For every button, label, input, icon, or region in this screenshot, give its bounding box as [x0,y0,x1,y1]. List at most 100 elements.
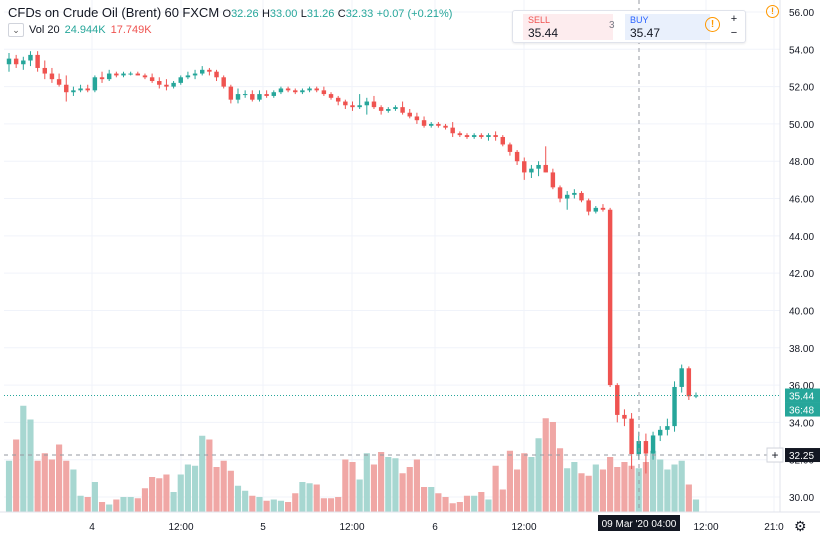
buy-button[interactable]: BUY 35.47 [625,14,710,40]
candle[interactable] [228,86,234,100]
candle[interactable] [278,88,284,93]
add-alert-plus-icon[interactable]: + [771,448,778,462]
candle[interactable] [114,73,119,76]
candle[interactable] [536,164,541,169]
candle[interactable] [615,385,620,415]
candle[interactable] [479,135,484,137]
interval-label[interactable]: 60 [164,5,179,20]
candle[interactable] [443,125,448,128]
candle[interactable] [307,88,312,91]
candle[interactable] [142,75,148,78]
candle[interactable] [49,73,55,80]
candle[interactable] [64,84,69,93]
candle[interactable] [257,94,262,100]
candle[interactable] [185,75,191,78]
candle[interactable] [164,84,169,87]
candle[interactable] [457,133,463,136]
collapse-chevron-icon[interactable]: ⌄ [8,23,24,37]
candle[interactable] [658,429,663,436]
candle[interactable] [171,82,176,87]
warning-icon[interactable]: ! [705,17,720,32]
candle[interactable] [371,101,377,108]
candle[interactable] [436,123,441,126]
candle[interactable] [106,73,112,80]
candle[interactable] [364,101,370,106]
candle[interactable] [21,60,26,65]
candle[interactable] [471,135,477,137]
candle[interactable] [593,207,599,212]
candle[interactable] [271,92,276,96]
candle[interactable] [335,97,341,102]
candle[interactable] [672,386,677,427]
candle[interactable] [607,209,613,386]
candle[interactable] [35,54,40,68]
candle[interactable] [543,164,548,173]
candle[interactable] [564,194,570,199]
candle[interactable] [192,73,198,76]
candle[interactable] [386,109,391,111]
candle[interactable] [92,77,98,91]
candle[interactable] [149,77,155,82]
candle[interactable] [464,135,470,137]
candle[interactable] [493,135,498,137]
candle[interactable] [486,135,491,137]
candle[interactable] [429,123,434,126]
candle[interactable] [600,207,606,210]
candle[interactable] [572,192,577,195]
candle[interactable] [85,88,90,91]
candle[interactable] [200,69,205,74]
candle[interactable] [414,116,420,121]
settings-gear-icon[interactable]: ⚙ [794,518,807,534]
candle[interactable] [293,90,298,93]
candle[interactable] [550,172,556,188]
candle[interactable] [500,136,505,145]
symbol-name[interactable]: CFDs on Crude Oil (Brent) [8,5,162,20]
candle[interactable] [343,101,348,106]
candle[interactable] [321,90,327,95]
sell-button[interactable]: SELL 35.44 [523,14,613,40]
candle[interactable] [314,88,319,91]
candle[interactable] [328,94,334,98]
candle[interactable] [28,54,33,61]
candle[interactable] [400,107,405,113]
candle[interactable] [450,127,455,134]
candle[interactable] [421,120,427,126]
candle[interactable] [56,79,62,85]
increase-quantity-button[interactable]: + [730,13,738,25]
candle[interactable] [693,395,699,397]
candle[interactable] [235,94,241,100]
candle[interactable] [679,368,684,387]
candle[interactable] [135,73,141,76]
candle[interactable] [643,441,649,454]
candle[interactable] [557,187,563,199]
candle[interactable] [665,426,670,430]
candle[interactable] [285,88,291,91]
candle[interactable] [686,368,692,397]
candle[interactable] [622,414,627,419]
candle[interactable] [393,107,398,109]
candle[interactable] [221,77,226,87]
candle[interactable] [207,69,212,72]
candle[interactable] [121,73,126,76]
add-alert-button[interactable] [766,447,784,463]
alert-warning-icon[interactable]: ! [766,5,779,18]
candle[interactable] [71,90,76,93]
candle[interactable] [529,168,534,173]
candle[interactable] [650,435,656,454]
candle[interactable] [300,90,305,93]
candle[interactable] [407,112,412,117]
candle[interactable] [522,161,527,173]
candle[interactable] [514,151,520,162]
candle[interactable] [99,77,105,80]
candle[interactable] [350,105,355,108]
candle[interactable] [357,105,362,108]
decrease-quantity-button[interactable]: − [730,27,738,39]
candle[interactable] [214,71,219,78]
candle[interactable] [629,418,634,455]
candle[interactable] [378,107,384,111]
candle[interactable] [128,73,133,75]
candle[interactable] [636,441,641,455]
candle[interactable] [42,67,47,74]
candle[interactable] [13,58,19,65]
